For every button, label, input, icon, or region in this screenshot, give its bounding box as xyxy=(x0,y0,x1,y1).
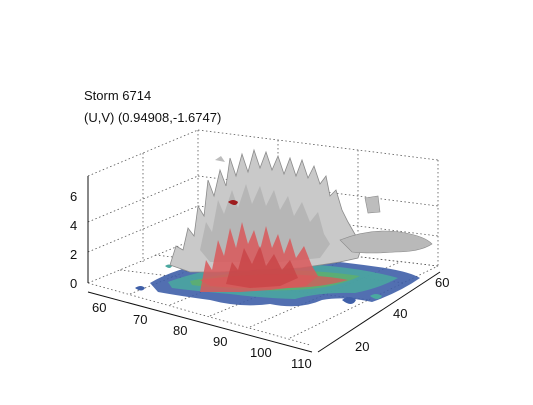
rain-core xyxy=(200,200,318,292)
y-tick-label: 40 xyxy=(393,306,407,321)
z-tick-label: 4 xyxy=(70,218,77,233)
x-tick-label: 80 xyxy=(173,323,187,338)
x-tick-label: 110 xyxy=(291,356,312,371)
figure-title: Storm 6714 xyxy=(84,88,152,103)
z-tick-label: 0 xyxy=(70,276,77,291)
x-axis-ticks: 60 70 80 90 100 110 xyxy=(92,300,312,371)
z-axis-ticks: 0 2 4 6 xyxy=(70,189,77,291)
axis-lines xyxy=(87,176,441,353)
x-tick-label: 70 xyxy=(133,312,147,327)
z-tick-label: 2 xyxy=(70,247,77,262)
z-tick-label: 6 xyxy=(70,189,77,204)
x-tick-label: 100 xyxy=(250,345,272,360)
storm-motion-vector: (U,V) (0.94908,-1.6747) xyxy=(84,110,222,125)
x-tick-label: 90 xyxy=(213,334,227,349)
y-tick-label: 60 xyxy=(435,275,449,290)
y-axis-ticks: 20 40 60 xyxy=(355,275,449,354)
x-tick-label: 60 xyxy=(92,300,106,315)
y-tick-label: 20 xyxy=(355,339,369,354)
